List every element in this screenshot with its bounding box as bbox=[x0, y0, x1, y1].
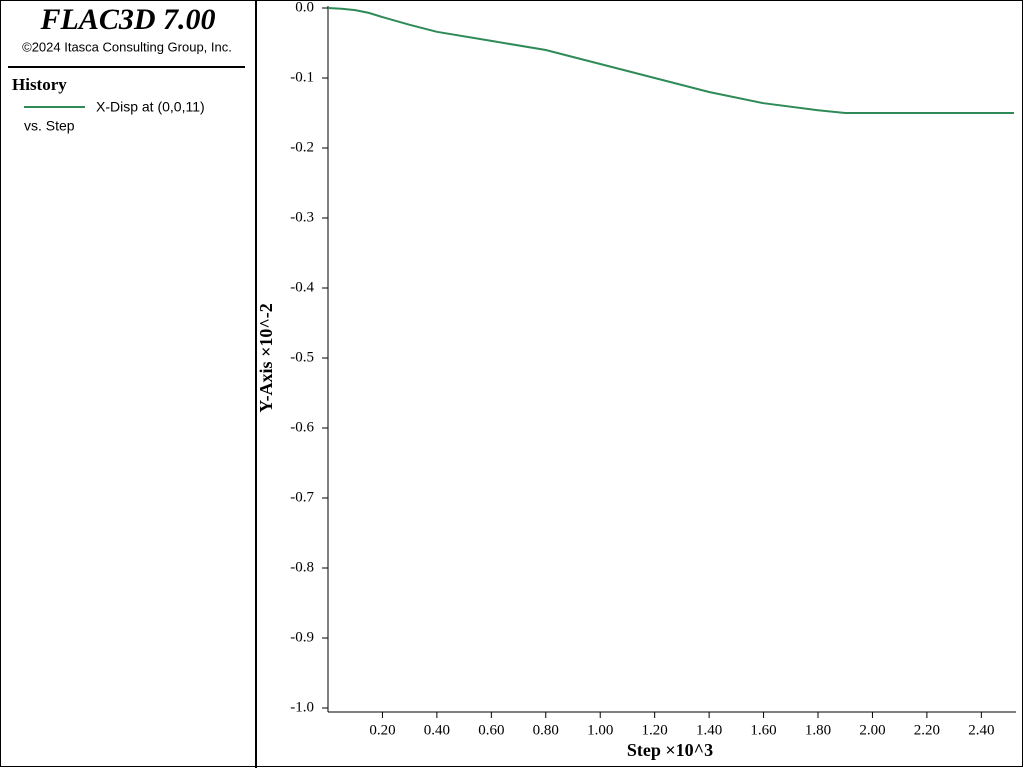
x-tick-label: 2.40 bbox=[968, 722, 994, 738]
y-tick-label: -1.0 bbox=[290, 699, 314, 715]
x-tick-label: 2.20 bbox=[914, 722, 940, 738]
y-tick-label: -0.4 bbox=[290, 279, 314, 295]
y-tick-label: -0.9 bbox=[290, 629, 314, 645]
x-tick-label: 2.00 bbox=[859, 722, 885, 738]
legend-label: X-Disp at (0,0,11) bbox=[96, 99, 205, 115]
data-line bbox=[327, 7, 1014, 114]
x-axis-title: Step ×10^3 bbox=[627, 740, 713, 760]
x-tick-label: 1.80 bbox=[805, 722, 831, 738]
y-tick-label: 0.0 bbox=[295, 0, 314, 15]
x-tick-label: 1.60 bbox=[750, 722, 776, 738]
y-tick-label: -0.8 bbox=[290, 559, 314, 575]
x-tick-label: 0.80 bbox=[533, 722, 559, 738]
x-tick-label: 1.40 bbox=[696, 722, 722, 738]
y-tick-label: -0.5 bbox=[290, 349, 314, 365]
x-tick-label: 1.00 bbox=[587, 722, 613, 738]
y-tick-label: -0.7 bbox=[290, 489, 314, 505]
app-title: FLAC3D 7.00 bbox=[39, 3, 215, 36]
x-tick-label: 1.20 bbox=[642, 722, 668, 738]
x-tick-label: 0.40 bbox=[424, 722, 450, 738]
y-tick-label: -0.3 bbox=[290, 209, 314, 225]
y-tick-label: -0.6 bbox=[290, 419, 314, 435]
x-tick-label: 0.20 bbox=[369, 722, 395, 738]
y-tick-label: -0.1 bbox=[290, 69, 314, 85]
y-axis-title: Y-Axis ×10^-2 bbox=[256, 303, 276, 413]
copyright: ©2024 Itasca Consulting Group, Inc. bbox=[22, 39, 232, 54]
x-tick-label: 0.60 bbox=[478, 722, 504, 738]
y-tick-label: -0.2 bbox=[290, 139, 314, 155]
section-title: History bbox=[12, 75, 67, 94]
legend-note: vs. Step bbox=[24, 118, 75, 134]
